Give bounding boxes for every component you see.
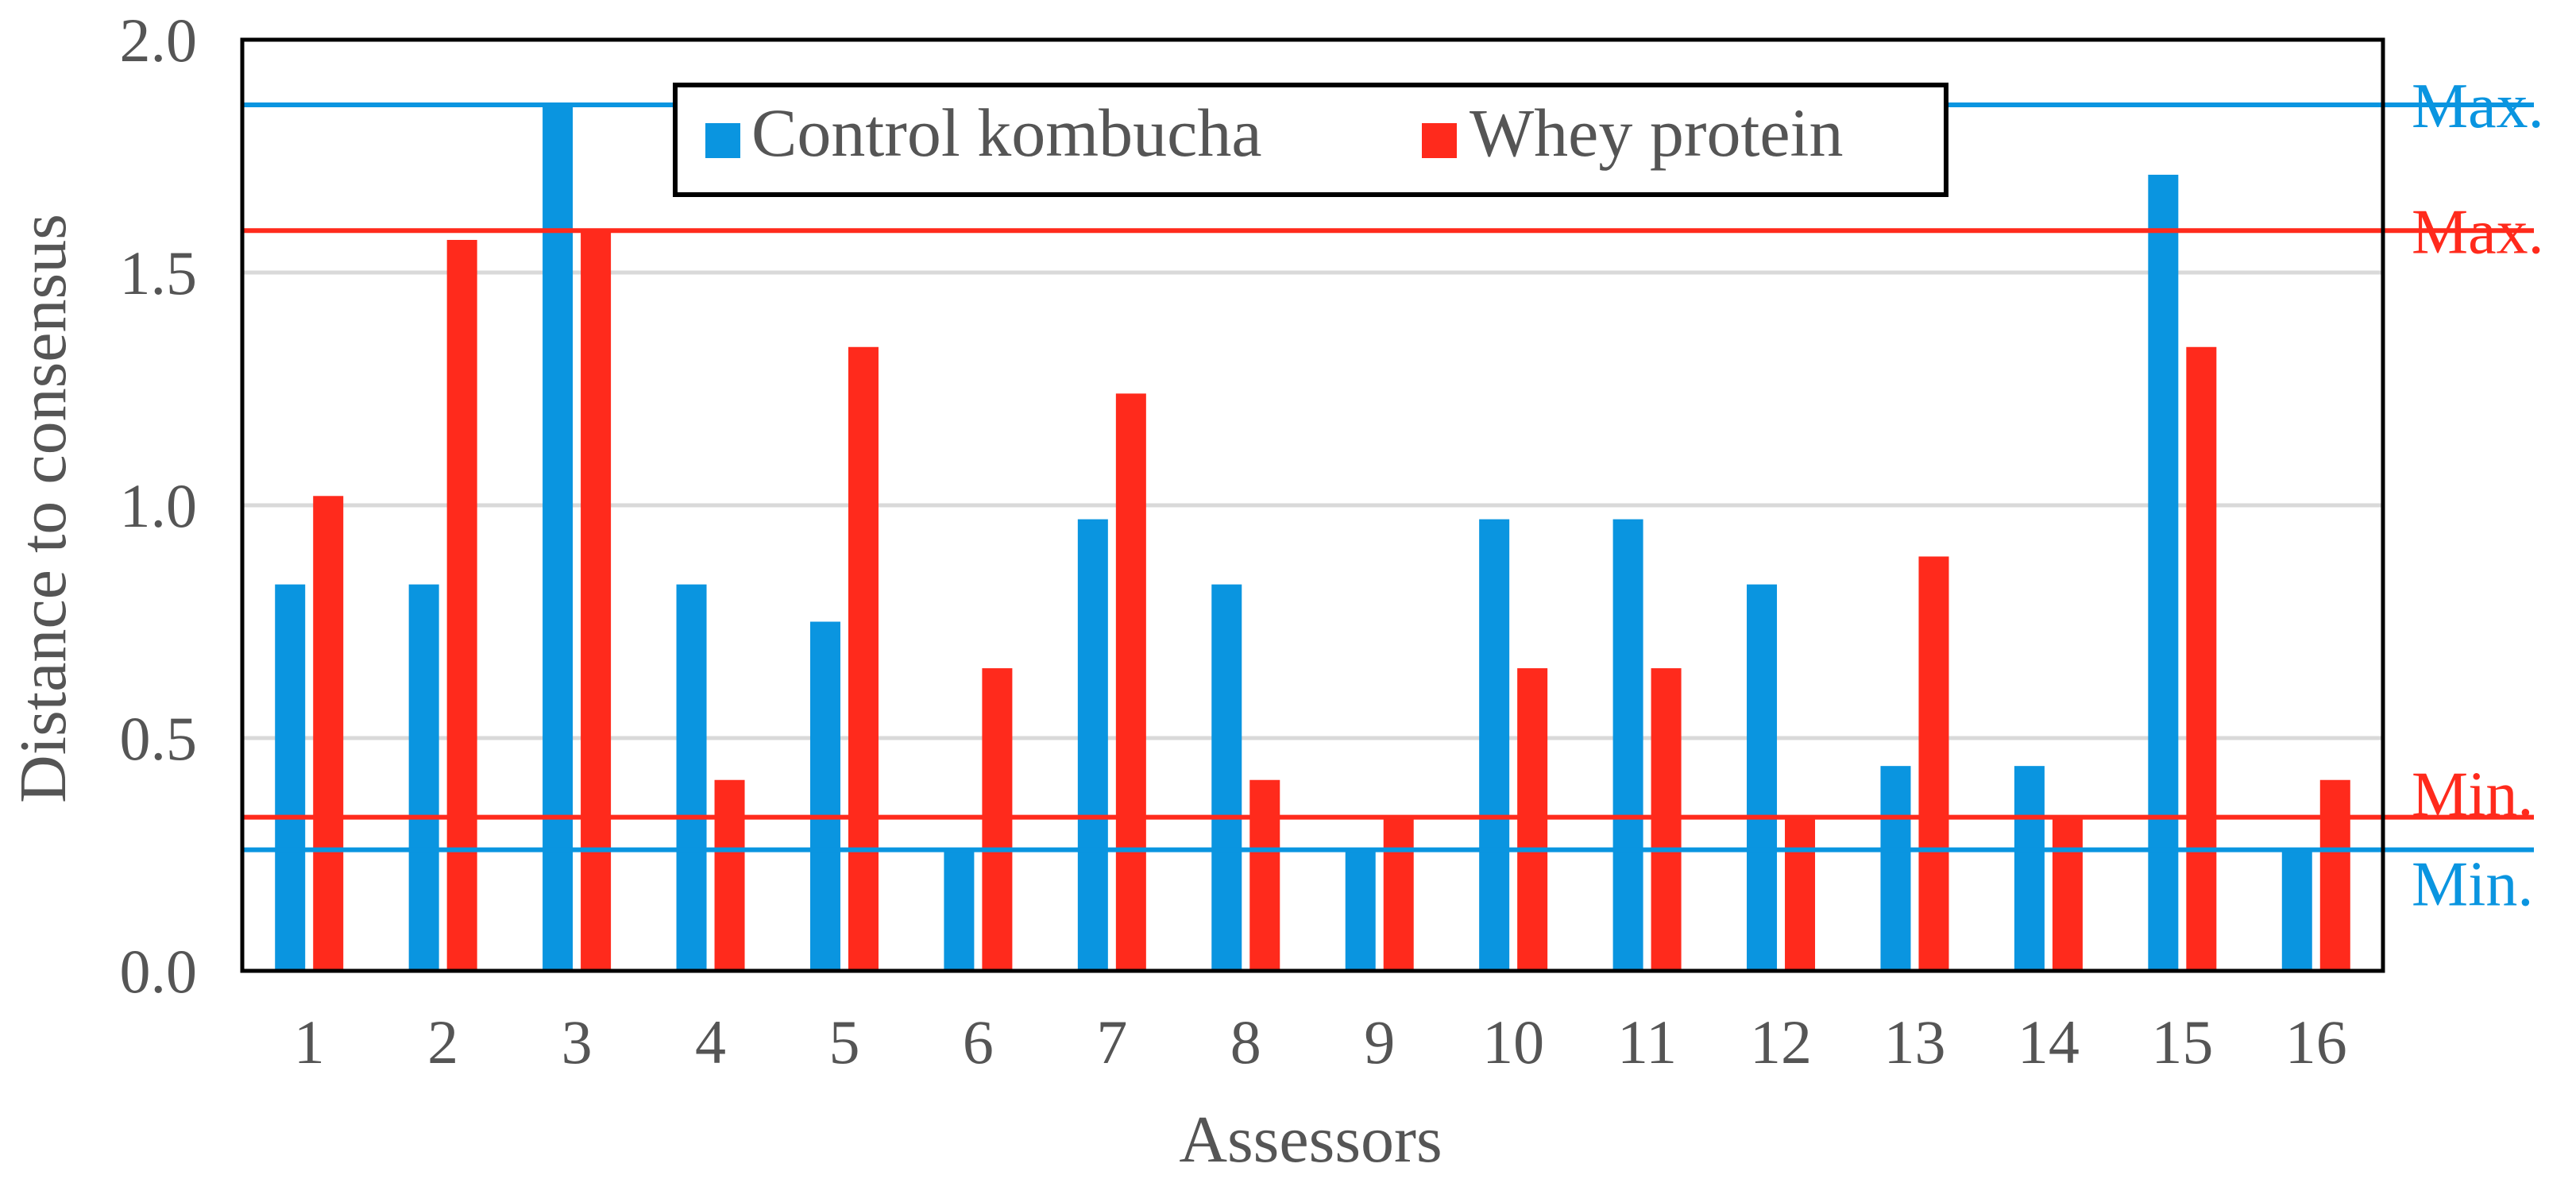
- bar-control-kombucha-3: [543, 105, 574, 971]
- bar-control-kombucha-5: [809, 621, 840, 971]
- x-tick-label-13: 13: [1883, 1007, 1945, 1077]
- x-tick-label-1: 1: [294, 1007, 325, 1077]
- bar-control-kombucha-2: [408, 584, 439, 971]
- bar-control-kombucha-10: [1479, 519, 1510, 971]
- legend-label-control-kombucha: Control kombucha: [751, 95, 1262, 171]
- bar-whey-protein-5: [848, 346, 879, 971]
- bar-control-kombucha-12: [1747, 584, 1778, 971]
- plot-frame: [240, 37, 2385, 973]
- y-axis-title: Distance to consensus: [6, 214, 80, 803]
- bar-whey-protein-15: [2186, 346, 2217, 971]
- bar-whey-protein-2: [446, 239, 477, 972]
- y-tick-label-1-5: 1.5: [120, 238, 198, 307]
- x-tick-label-14: 14: [2018, 1007, 2080, 1077]
- ref-label-min--whey-protein: Min.: [2412, 760, 2533, 830]
- bar-control-kombucha-7: [1077, 519, 1108, 971]
- legend: Control kombucha Whey protein: [673, 83, 1948, 197]
- reference-labels: Max. Max. Min. Min.: [2412, 72, 2544, 920]
- bar-whey-protein-9: [1383, 817, 1414, 971]
- legend-swatch-whey-protein: [1422, 123, 1457, 158]
- bar-whey-protein-8: [1249, 779, 1280, 971]
- y-axis-ticks: 0.0 0.5 1.0 1.5 2.0: [120, 6, 198, 1006]
- legend-label-whey-protein: Whey protein: [1470, 95, 1843, 171]
- x-tick-label-10: 10: [1482, 1007, 1544, 1077]
- bar-whey-protein-7: [1115, 393, 1146, 971]
- x-axis-ticks: 1 2 3 4 5 6 7 8 9 10 11 12 13 14 15 16: [294, 1007, 2347, 1077]
- x-tick-label-3: 3: [562, 1007, 593, 1077]
- x-tick-label-11: 11: [1617, 1007, 1677, 1077]
- x-tick-label-12: 12: [1750, 1007, 1812, 1077]
- bar-control-kombucha-8: [1211, 584, 1242, 971]
- y-tick-label-2-0: 2.0: [120, 6, 198, 75]
- x-tick-label-15: 15: [2151, 1007, 2213, 1077]
- x-tick-label-2: 2: [427, 1007, 458, 1077]
- x-tick-label-6: 6: [963, 1007, 994, 1077]
- bar-whey-protein-14: [2052, 817, 2083, 971]
- ref-label-max--control-kombucha: Max.: [2412, 72, 2544, 141]
- y-tick-label-0-0: 0.0: [120, 937, 198, 1006]
- y-tick-label-1-0: 1.0: [120, 471, 198, 540]
- bar-control-kombucha-6: [944, 849, 975, 971]
- bar-control-kombucha-1: [275, 584, 306, 971]
- bar-control-kombucha-13: [1880, 766, 1911, 971]
- x-axis-title: Assessors: [1179, 1103, 1442, 1177]
- bar-control-kombucha-9: [1345, 849, 1376, 971]
- bar-control-kombucha-16: [2281, 849, 2312, 971]
- bar-whey-protein-4: [714, 779, 745, 971]
- x-tick-label-7: 7: [1096, 1007, 1127, 1077]
- bar-control-kombucha-14: [2014, 766, 2045, 971]
- bar-control-kombucha-4: [676, 584, 707, 971]
- bar-control-kombucha-11: [1612, 519, 1643, 971]
- x-tick-label-9: 9: [1364, 1007, 1395, 1077]
- x-tick-label-8: 8: [1230, 1007, 1261, 1077]
- legend-swatch-control-kombucha: [705, 123, 740, 158]
- bar-control-kombucha-15: [2148, 174, 2179, 971]
- x-tick-label-16: 16: [2285, 1007, 2347, 1077]
- bar-whey-protein-3: [581, 230, 612, 971]
- bar-whey-protein-1: [313, 496, 344, 971]
- bar-whey-protein-16: [2319, 779, 2350, 971]
- y-tick-label-0-5: 0.5: [120, 704, 198, 773]
- x-tick-label-5: 5: [828, 1007, 859, 1077]
- bar-whey-protein-12: [1785, 817, 1816, 971]
- ref-label-max--whey-protein: Max.: [2412, 197, 2544, 267]
- x-tick-label-4: 4: [695, 1007, 726, 1077]
- legend-box: [673, 83, 1948, 197]
- ref-label-min--control-kombucha: Min.: [2412, 850, 2533, 920]
- bar-whey-protein-13: [1918, 556, 1949, 971]
